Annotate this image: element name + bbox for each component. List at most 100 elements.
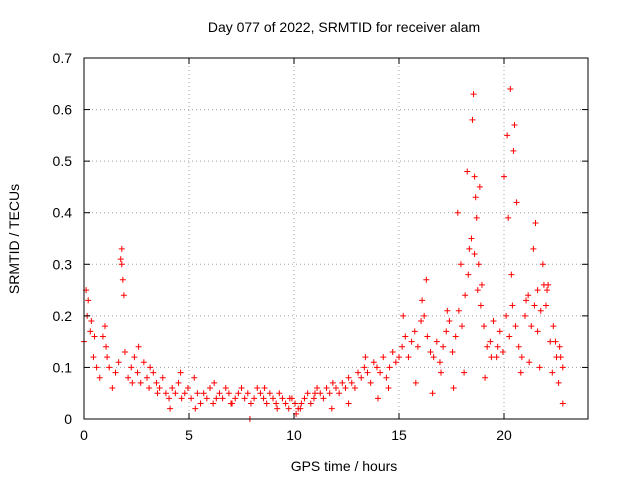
data-point xyxy=(385,385,392,392)
y-tick-label: 0.2 xyxy=(53,308,73,324)
data-point xyxy=(232,395,239,402)
data-point xyxy=(317,390,324,397)
data-point xyxy=(503,312,510,319)
data-point xyxy=(175,379,182,386)
data-point xyxy=(85,297,92,304)
data-point xyxy=(473,214,480,221)
data-point xyxy=(342,385,349,392)
data-point xyxy=(358,374,365,381)
data-point xyxy=(536,364,543,371)
data-point xyxy=(87,328,94,335)
data-point xyxy=(167,405,174,412)
data-point xyxy=(513,199,520,206)
data-point xyxy=(559,364,566,371)
data-point xyxy=(490,318,497,325)
data-point xyxy=(466,245,473,252)
data-point xyxy=(238,385,245,392)
data-point xyxy=(509,302,516,309)
data-point xyxy=(559,400,566,407)
data-point xyxy=(468,235,475,242)
data-point xyxy=(450,385,457,392)
data-point xyxy=(150,369,157,376)
data-point xyxy=(528,323,535,330)
data-point xyxy=(314,385,321,392)
data-point xyxy=(112,369,119,376)
data-point xyxy=(424,333,431,340)
data-point xyxy=(203,395,210,402)
data-point xyxy=(109,385,116,392)
data-point xyxy=(414,343,421,350)
x-tick-label: 20 xyxy=(496,427,512,443)
data-point xyxy=(154,390,161,397)
data-point xyxy=(285,405,292,412)
data-point xyxy=(361,364,368,371)
data-point xyxy=(452,333,459,340)
grid xyxy=(84,58,588,419)
data-point xyxy=(530,245,537,252)
data-point xyxy=(504,132,511,139)
data-point xyxy=(423,276,430,283)
data-point xyxy=(207,385,213,392)
data-point xyxy=(512,323,519,330)
data-point xyxy=(556,343,563,350)
data-point xyxy=(465,271,472,278)
data-point xyxy=(177,369,184,376)
data-point xyxy=(532,220,539,227)
data-point xyxy=(261,385,268,392)
data-point xyxy=(121,348,128,355)
data-point xyxy=(515,343,522,350)
data-point xyxy=(336,390,343,397)
data-point xyxy=(534,328,541,335)
data-point xyxy=(263,400,270,407)
data-point xyxy=(90,354,97,361)
data-point xyxy=(412,379,419,386)
data-point xyxy=(159,374,166,381)
data-point xyxy=(440,343,447,350)
data-point xyxy=(96,374,103,381)
data-point xyxy=(134,369,141,376)
data-point xyxy=(408,338,415,345)
data-point xyxy=(471,173,478,180)
data-point xyxy=(400,312,407,319)
data-point xyxy=(312,390,318,397)
data-point xyxy=(457,261,464,268)
data-point xyxy=(534,287,541,294)
data-point xyxy=(474,287,481,294)
data-point xyxy=(181,390,188,397)
x-axis-label: GPS time / hours xyxy=(291,458,398,474)
data-point xyxy=(333,385,339,392)
data-point xyxy=(298,400,305,407)
data-point xyxy=(326,390,333,397)
data-point xyxy=(247,400,254,407)
y-tick-label: 0.3 xyxy=(53,256,73,272)
data-point xyxy=(488,354,495,361)
data-point xyxy=(552,338,559,345)
data-point xyxy=(348,379,355,386)
data-point xyxy=(194,390,201,397)
data-point xyxy=(355,369,362,376)
data-point xyxy=(276,390,283,397)
data-point xyxy=(377,369,384,376)
data-point xyxy=(260,395,267,402)
x-axis-tick-labels: 0 5 10 15 20 xyxy=(80,427,512,443)
data-point xyxy=(213,395,220,402)
data-point xyxy=(427,348,434,355)
data-point xyxy=(147,364,154,371)
data-point xyxy=(375,395,381,402)
data-point xyxy=(297,405,304,412)
data-point xyxy=(411,328,418,335)
data-point xyxy=(304,390,311,397)
data-point xyxy=(241,395,248,402)
data-point xyxy=(469,116,476,123)
axis-ticks xyxy=(83,57,588,420)
plot-frame xyxy=(83,57,589,420)
data-point xyxy=(501,173,507,180)
data-point xyxy=(547,338,554,345)
data-point xyxy=(184,385,191,392)
data-point xyxy=(351,385,358,392)
data-point xyxy=(137,379,144,386)
data-point xyxy=(228,400,234,407)
data-point xyxy=(482,374,489,381)
x-tick-label: 15 xyxy=(391,427,407,443)
data-point xyxy=(383,374,390,381)
